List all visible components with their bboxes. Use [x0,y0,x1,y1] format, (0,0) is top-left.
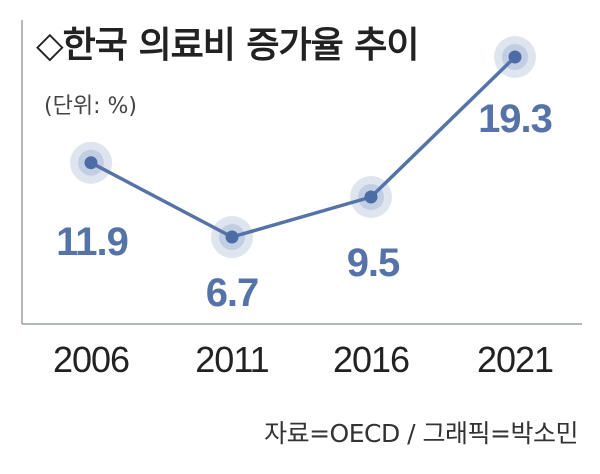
x-tick-2006: 2006 [53,339,129,380]
data-label-2011: 6.7 [206,271,259,315]
unit-label: (단위: %) [44,94,137,119]
series-line [90,55,517,239]
x-tick-2016: 2016 [333,339,409,380]
data-point-2006 [84,156,98,170]
x-tick-2011: 2011 [195,339,268,380]
data-point-2016 [364,190,378,204]
data-label-2006: 11.9 [56,220,128,264]
data-point-2011 [225,230,239,244]
x-tick-2021: 2021 [477,339,553,380]
source-note: 자료=OECD / 그래픽=박소민 [264,419,578,448]
data-label-2021: 19.3 [478,97,552,141]
data-label-2016: 9.5 [347,241,400,285]
chart-title: ◇한국 의료비 증가율 추이 [36,25,419,66]
data-point-2021 [508,50,522,64]
